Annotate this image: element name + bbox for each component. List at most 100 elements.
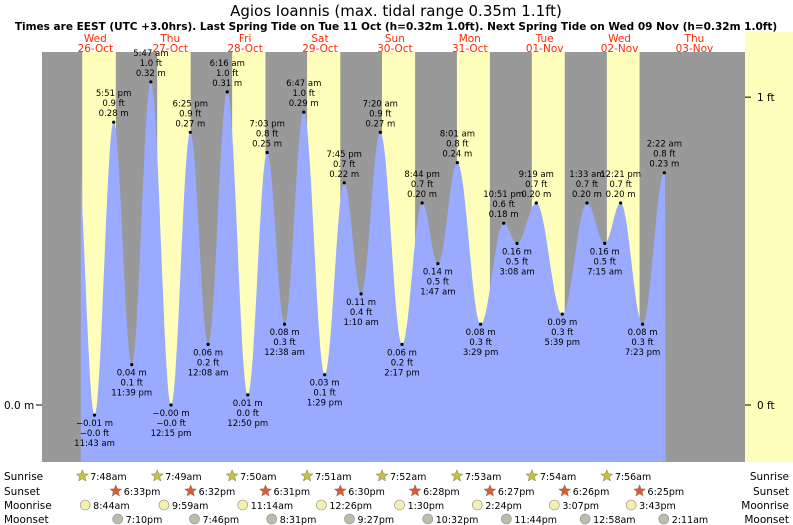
star-icon (150, 469, 164, 482)
tide-time-label: 7:03 pm (249, 120, 284, 130)
day-date: 03-Nov (676, 43, 714, 55)
day-headers: Wed26-OctThu27-OctFri28-OctSat29-OctSun3… (78, 33, 714, 55)
tide-extreme: 0.16 m0.5 ft7:15 am (587, 241, 622, 277)
tide-time-label: 2:22 am (647, 140, 682, 150)
sunset-time: 6:27pm (498, 487, 535, 498)
tide-extreme: 10:51 pm0.6 ft0.18 m (483, 190, 524, 225)
tide-point (323, 373, 327, 377)
star-icon (225, 469, 239, 482)
tide-point (455, 161, 459, 165)
tide-ft-label: 0.7 ft (411, 180, 434, 190)
sunset-event: 6:25pm (633, 484, 684, 498)
tide-m-label: 0.20 m (521, 190, 551, 200)
moonrise-time: 8:44am (93, 501, 129, 512)
moonrise-event: 9:59am (158, 499, 208, 512)
moonset-time: 7:46pm (202, 515, 239, 525)
sunset-event: 6:28pm (408, 484, 460, 498)
tide-point (420, 201, 424, 205)
moon-disc-icon (471, 499, 483, 511)
tide-ft-label: 0.2 ft (391, 358, 414, 368)
tide-extreme: 0.11 m0.4 ft1:10 am (343, 292, 379, 328)
tide-point (662, 171, 666, 175)
tide-time-label: 1:10 am (343, 318, 378, 328)
day-of-week: Wed (608, 33, 631, 45)
star-icon (450, 469, 464, 482)
tide-ft-label: 0.7 ft (576, 180, 599, 190)
tide-time-label: 6:25 pm (173, 99, 208, 109)
moonset-time: 2:11am (672, 515, 708, 525)
day-date: 26-Oct (78, 43, 114, 55)
tide-ft-label: 0.8 ft (446, 140, 469, 150)
moonrise-time: 3:07pm (562, 501, 599, 512)
tide-area (80, 81, 666, 463)
sunset-time: 6:33pm (124, 487, 161, 498)
sunrise-event: 7:48am (75, 469, 127, 483)
tide-m-label: 0.31 m (212, 79, 242, 89)
star-icon (408, 484, 422, 497)
tide-ft-label: 0.3 ft (551, 328, 574, 338)
tide-time-label: 7:20 am (363, 99, 398, 109)
star-icon (300, 469, 314, 482)
star-icon (375, 469, 389, 482)
tide-m-label: 0.18 m (489, 210, 519, 220)
tide-extreme: 7:03 pm0.8 ft0.25 m (249, 120, 285, 155)
tide-ft-label: 0.7 ft (525, 180, 548, 190)
sunrise-event: 7:49am (150, 469, 202, 483)
tide-point (502, 221, 506, 225)
tide-ft-label: −0.0 ft (156, 419, 186, 429)
moonrise-event: 8:44am (79, 499, 130, 512)
moonset-event: 9:27pm (344, 513, 394, 525)
sunset-time: 6:31pm (273, 487, 310, 498)
moonrise-time: 11:14am (251, 501, 293, 512)
moonset-event: 10:32pm (422, 513, 479, 525)
sunset-event: 6:26pm (558, 484, 609, 498)
tide-extreme: 6:16 am1.0 ft0.31 m (210, 59, 245, 94)
sunrise-event: 7:51am (300, 469, 351, 483)
sunrise-row-label-right: Sunrise (750, 471, 789, 483)
axes: 0.0 m 1 ft 0 ft (4, 92, 775, 412)
tide-ft-label: 0.8 ft (653, 150, 676, 160)
moonset-event: 12:58am (579, 513, 636, 525)
tide-m-label: 0.25 m (252, 140, 282, 150)
tide-time-label: 5:47 am (133, 49, 168, 59)
tide-m-label: 0.06 m (387, 348, 417, 358)
tide-ft-label: 0.3 ft (273, 338, 296, 348)
tide-extreme: 7:45 pm0.7 ft0.22 m (326, 150, 362, 185)
moonset-time: 10:32pm (436, 515, 479, 525)
sunrise-event: 7:54am (525, 469, 576, 483)
sunrise-event: 7:52am (375, 469, 426, 483)
tide-point (640, 322, 645, 326)
sunrise-time: 7:53am (465, 472, 501, 483)
star-icon (333, 484, 347, 497)
day-of-week: Fri (239, 33, 252, 45)
tide-point (112, 120, 116, 124)
tide-point (619, 201, 623, 205)
star-icon (633, 484, 647, 497)
tide-m-label: 0.27 m (365, 119, 395, 129)
tide-ft-label: 0.1 ft (313, 389, 336, 399)
sunrise-time: 7:50am (240, 472, 276, 483)
tide-point (225, 90, 229, 94)
moonset-event: 7:46pm (189, 513, 239, 525)
tide-point (515, 241, 519, 245)
tide-m-label: 0.20 m (572, 190, 602, 200)
tide-m-label: 0.32 m (136, 69, 166, 79)
tide-m-label: 0.09 m (547, 318, 577, 328)
tide-time-label: 8:01 am (440, 130, 475, 140)
moon-disc-icon (316, 499, 327, 511)
tide-ft-label: 0.9 ft (102, 99, 125, 109)
tide-extreme: 0.08 m0.3 ft7:23 pm (625, 322, 660, 358)
tide-m-label: 0.28 m (99, 109, 129, 119)
sunrise-time: 7:54am (540, 472, 576, 483)
tide-m-label: 0.08 m (466, 328, 496, 338)
tide-extreme: 2:22 am0.8 ft0.23 m (647, 140, 682, 175)
moonrise-time: 3:43pm (639, 501, 676, 512)
tide-m-label: −0.01 m (76, 419, 113, 429)
moon-disc-icon (658, 513, 670, 525)
tide-point (534, 201, 538, 205)
tide-m-label: 0.27 m (175, 119, 205, 129)
